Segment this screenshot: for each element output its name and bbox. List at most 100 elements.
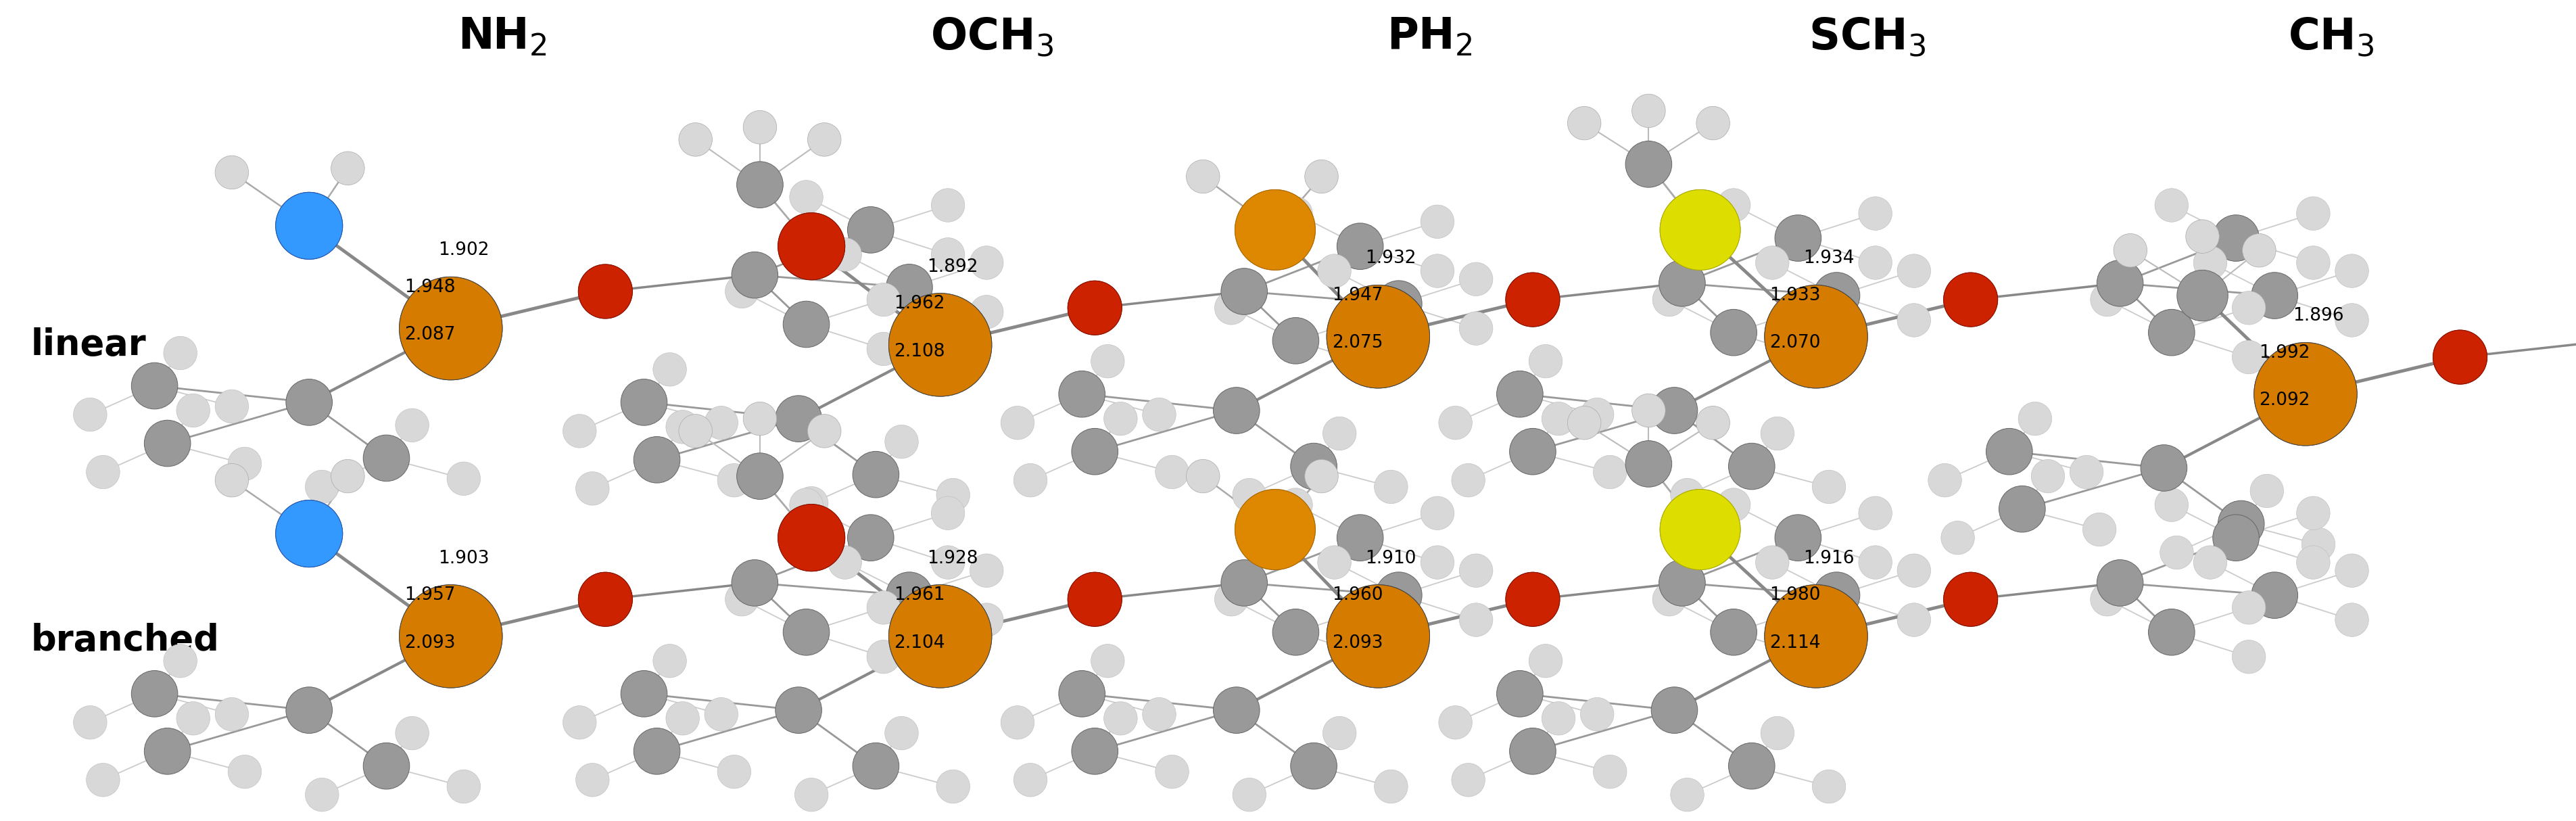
Ellipse shape bbox=[574, 472, 611, 505]
Ellipse shape bbox=[2432, 330, 2488, 384]
Ellipse shape bbox=[706, 698, 739, 731]
Ellipse shape bbox=[1337, 515, 1383, 561]
Ellipse shape bbox=[677, 123, 711, 156]
Ellipse shape bbox=[1234, 190, 1316, 270]
Ellipse shape bbox=[1458, 603, 1492, 636]
Ellipse shape bbox=[1540, 702, 1574, 735]
Ellipse shape bbox=[1659, 489, 1741, 570]
Ellipse shape bbox=[809, 123, 840, 156]
Ellipse shape bbox=[1103, 702, 1139, 735]
Text: 1.928: 1.928 bbox=[927, 549, 979, 567]
Text: 2.092: 2.092 bbox=[2259, 392, 2311, 410]
Ellipse shape bbox=[1814, 572, 1860, 618]
Ellipse shape bbox=[1592, 456, 1625, 488]
Ellipse shape bbox=[214, 464, 247, 497]
Ellipse shape bbox=[1303, 160, 1340, 193]
Ellipse shape bbox=[1659, 190, 1741, 270]
Ellipse shape bbox=[969, 296, 1005, 328]
Ellipse shape bbox=[2241, 234, 2277, 267]
Ellipse shape bbox=[2092, 283, 2123, 316]
Ellipse shape bbox=[2231, 341, 2267, 374]
Text: 1.903: 1.903 bbox=[438, 549, 489, 567]
Ellipse shape bbox=[1659, 260, 1705, 306]
Ellipse shape bbox=[2184, 220, 2218, 253]
Ellipse shape bbox=[2092, 583, 2123, 616]
Ellipse shape bbox=[1899, 554, 1932, 587]
Ellipse shape bbox=[2218, 501, 2264, 547]
Ellipse shape bbox=[577, 264, 634, 319]
Ellipse shape bbox=[1528, 644, 1561, 677]
Ellipse shape bbox=[2159, 536, 2192, 569]
Ellipse shape bbox=[866, 591, 902, 624]
Ellipse shape bbox=[2195, 546, 2226, 579]
Ellipse shape bbox=[793, 487, 829, 520]
Ellipse shape bbox=[2336, 255, 2370, 287]
Text: linear: linear bbox=[31, 328, 147, 362]
Ellipse shape bbox=[634, 728, 680, 774]
Text: 1.910: 1.910 bbox=[1365, 549, 1417, 567]
Ellipse shape bbox=[1540, 402, 1574, 435]
Ellipse shape bbox=[1072, 429, 1118, 475]
Ellipse shape bbox=[1234, 489, 1316, 570]
Ellipse shape bbox=[72, 706, 108, 739]
Ellipse shape bbox=[2231, 640, 2267, 673]
Ellipse shape bbox=[1185, 160, 1221, 193]
Ellipse shape bbox=[1795, 640, 1829, 673]
Ellipse shape bbox=[1504, 273, 1558, 327]
Ellipse shape bbox=[286, 379, 332, 425]
Text: 1.902: 1.902 bbox=[438, 241, 489, 259]
Ellipse shape bbox=[2298, 197, 2329, 230]
Ellipse shape bbox=[1654, 283, 1685, 316]
Ellipse shape bbox=[1103, 402, 1139, 435]
Ellipse shape bbox=[889, 585, 992, 688]
Ellipse shape bbox=[935, 479, 971, 511]
Ellipse shape bbox=[1291, 743, 1337, 789]
Ellipse shape bbox=[1012, 764, 1046, 796]
Ellipse shape bbox=[1072, 728, 1118, 774]
Ellipse shape bbox=[1059, 671, 1105, 717]
Ellipse shape bbox=[1899, 255, 1932, 287]
Ellipse shape bbox=[1927, 464, 1963, 497]
Ellipse shape bbox=[886, 572, 933, 618]
Ellipse shape bbox=[1144, 398, 1177, 431]
Ellipse shape bbox=[665, 702, 701, 735]
Ellipse shape bbox=[2177, 270, 2228, 321]
Ellipse shape bbox=[999, 406, 1036, 439]
Ellipse shape bbox=[577, 572, 634, 626]
Ellipse shape bbox=[886, 717, 920, 750]
Ellipse shape bbox=[1185, 460, 1221, 493]
Ellipse shape bbox=[1795, 591, 1829, 624]
Ellipse shape bbox=[1316, 546, 1350, 579]
Ellipse shape bbox=[2148, 609, 2195, 655]
Ellipse shape bbox=[999, 706, 1036, 739]
Ellipse shape bbox=[1765, 585, 1868, 688]
Ellipse shape bbox=[1059, 371, 1105, 417]
Ellipse shape bbox=[2071, 456, 2102, 488]
Ellipse shape bbox=[1278, 197, 1314, 230]
Ellipse shape bbox=[1765, 585, 1868, 688]
Ellipse shape bbox=[1437, 406, 1471, 439]
Text: branched: branched bbox=[31, 623, 219, 658]
Ellipse shape bbox=[1860, 497, 1891, 530]
Ellipse shape bbox=[330, 460, 366, 493]
Ellipse shape bbox=[930, 189, 963, 222]
Ellipse shape bbox=[1213, 583, 1247, 616]
Ellipse shape bbox=[1450, 764, 1484, 796]
Text: 2.070: 2.070 bbox=[1770, 334, 1821, 352]
Text: 1.947: 1.947 bbox=[1332, 287, 1383, 305]
Ellipse shape bbox=[778, 213, 845, 280]
Ellipse shape bbox=[1710, 310, 1757, 355]
Text: SCH$_3$: SCH$_3$ bbox=[1808, 16, 1927, 58]
Ellipse shape bbox=[2231, 591, 2267, 624]
Ellipse shape bbox=[1695, 406, 1728, 439]
Ellipse shape bbox=[621, 379, 667, 425]
Ellipse shape bbox=[732, 560, 778, 606]
Ellipse shape bbox=[1633, 394, 1664, 427]
Ellipse shape bbox=[1814, 273, 1860, 319]
Ellipse shape bbox=[1710, 609, 1757, 655]
Ellipse shape bbox=[2154, 488, 2187, 521]
Ellipse shape bbox=[2298, 546, 2329, 579]
Ellipse shape bbox=[286, 687, 332, 733]
Ellipse shape bbox=[448, 770, 479, 803]
Ellipse shape bbox=[1234, 190, 1316, 270]
